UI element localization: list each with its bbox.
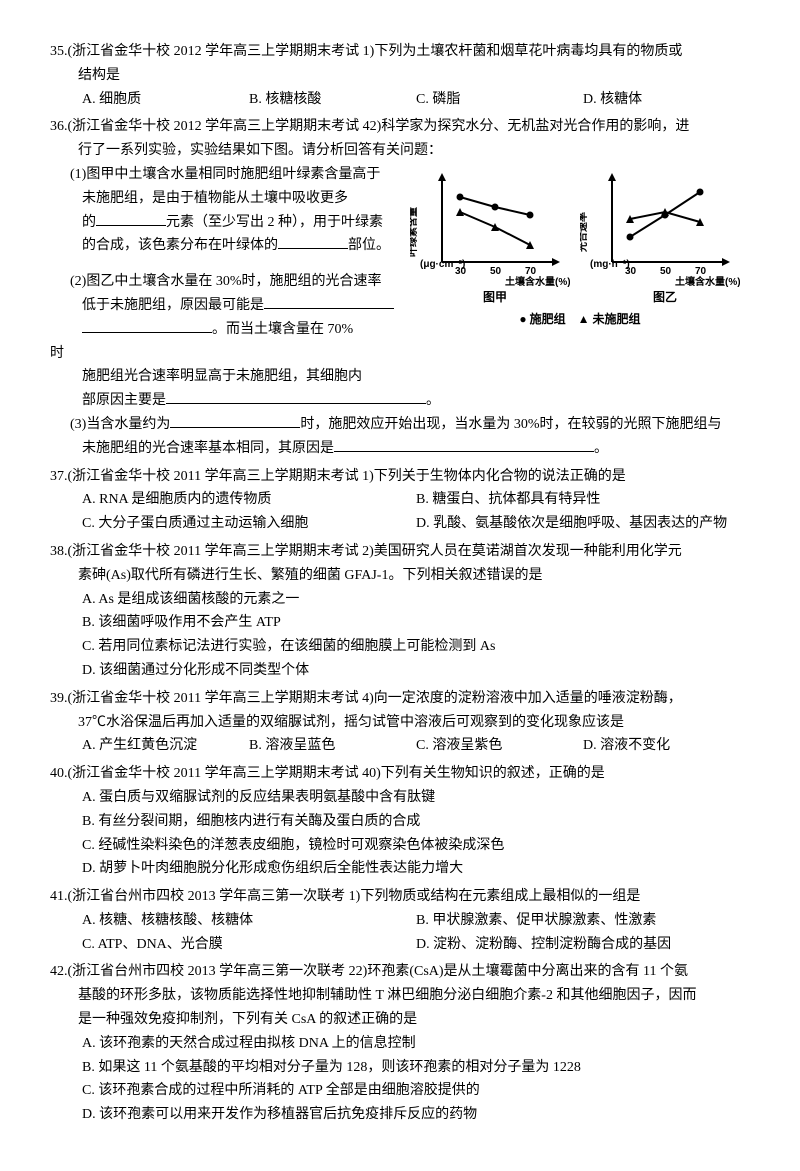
q42-opt-c: C. 该环孢素合成的过程中所消耗的 ATP 全部是由细胞溶胶提供的 (82, 1079, 750, 1103)
q35-stem: 35.(浙江省金华十校 2012 学年高三上学期期末考试 1)下列为土壤农杆菌和… (50, 40, 750, 64)
q39-options: A. 产生红黄色沉淀 B. 溶液呈蓝色 C. 溶液呈紫色 D. 溶液不变化 (50, 734, 750, 758)
q36-p2e: 部原因主要是。 (50, 389, 750, 413)
blank (82, 318, 212, 333)
question-37: 37.(浙江省金华十校 2011 学年高三上学期期末考试 1)下列关于生物体内化… (50, 465, 750, 536)
q37-opt-a: A. RNA 是细胞质内的遗传物质 (82, 488, 416, 512)
svg-text:30: 30 (625, 266, 637, 277)
q36-p3b: 未施肥组的光合速率基本相同，其原因是。 (50, 437, 750, 461)
figure-legend: ● 施肥组 ▲ 未施肥组 (410, 309, 750, 329)
blank (334, 437, 594, 452)
q38-opt-c: C. 若用同位素标记法进行实验，在该细菌的细胞膜上可能检测到 As (82, 635, 750, 659)
blank (264, 294, 394, 309)
q39-stem2: 37℃水浴保温后再加入适量的双缩脲试剂，摇匀试管中溶液后可观察到的变化现象应该是 (50, 711, 750, 735)
q38-opt-d: D. 该细菌通过分化形成不同类型个体 (82, 659, 750, 683)
chart-yi: 光合速率 (mg·h⁻¹) 30 50 70 土壤含水量(%) (580, 167, 740, 287)
question-41: 41.(浙江省台州市四校 2013 学年高三第一次联考 1)下列物质或结构在元素… (50, 885, 750, 956)
fig-yi-label: 图乙 (580, 287, 750, 307)
blank (166, 389, 426, 404)
q42-stem3: 是一种强效免疫抑制剂，下列有关 CsA 的叙述正确的是 (50, 1008, 750, 1032)
q42-options: A. 该环孢素的天然合成过程由拟核 DNA 上的信息控制 B. 如果这 11 个… (50, 1032, 750, 1127)
q39-stem: 39.(浙江省金华十校 2011 学年高三上学期期末考试 4)向一定浓度的淀粉溶… (50, 687, 750, 711)
question-40: 40.(浙江省金华十校 2011 学年高三上学期期末考试 40)下列有关生物知识… (50, 762, 750, 881)
q39-opt-d: D. 溶液不变化 (583, 734, 750, 758)
q40-stem: 40.(浙江省金华十校 2011 学年高三上学期期末考试 40)下列有关生物知识… (50, 762, 750, 786)
svg-text:50: 50 (660, 266, 672, 277)
q41-options: A. 核糖、核糖核酸、核糖体 B. 甲状腺激素、促甲状腺激素、性激素 C. AT… (50, 909, 750, 957)
svg-text:光合速率: 光合速率 (580, 212, 589, 253)
q37-stem: 37.(浙江省金华十校 2011 学年高三上学期期末考试 1)下列关于生物体内化… (50, 465, 750, 489)
q39-opt-c: C. 溶液呈紫色 (416, 734, 583, 758)
q40-opt-a: A. 蛋白质与双缩脲试剂的反应结果表明氨基酸中含有肽键 (82, 786, 750, 810)
blank (96, 211, 166, 226)
q36-p3a: (3)当含水量约为时，施肥效应开始出现，当水量为 30%时，在较弱的光照下施肥组… (50, 413, 750, 437)
q38-stem2: 素砷(As)取代所有磷进行生长、繁殖的细菌 GFAJ-1。下列相关叙述错误的是 (50, 564, 750, 588)
q41-opt-b: B. 甲状腺激素、促甲状腺激素、性激素 (416, 909, 750, 933)
svg-text:土壤含水量(%): 土壤含水量(%) (675, 275, 740, 287)
q40-options: A. 蛋白质与双缩脲试剂的反应结果表明氨基酸中含有肽键 B. 有丝分裂间期，细胞… (50, 786, 750, 881)
q35-opt-c: C. 磷脂 (416, 88, 583, 112)
q38-options: A. As 是组成该细菌核酸的元素之一 B. 该细菌呼吸作用不会产生 ATP C… (50, 588, 750, 683)
q38-opt-a: A. As 是组成该细菌核酸的元素之一 (82, 588, 750, 612)
question-35: 35.(浙江省金华十校 2012 学年高三上学期期末考试 1)下列为土壤农杆菌和… (50, 40, 750, 111)
question-36: 36.(浙江省金华十校 2012 学年高三上学期期末考试 42)科学家为探究水分… (50, 115, 750, 460)
svg-text:(mg·h⁻¹): (mg·h⁻¹) (590, 259, 630, 270)
q40-opt-d: D. 胡萝卜叶肉细胞脱分化形成愈伤组织后全能性表达能力增大 (82, 857, 750, 881)
q40-opt-b: B. 有丝分裂间期，细胞核内进行有关酶及蛋白质的合成 (82, 810, 750, 834)
q37-options: A. RNA 是细胞质内的遗传物质 B. 糖蛋白、抗体都具有特异性 C. 大分子… (50, 488, 750, 536)
q36-p2d: 施肥组光合速率明显高于未施肥组，其细胞内 (50, 365, 750, 389)
q35-opt-b: B. 核糖核酸 (249, 88, 416, 112)
q41-opt-c: C. ATP、DNA、光合膜 (82, 933, 416, 957)
svg-text:叶绿素含量: 叶绿素含量 (410, 207, 419, 257)
svg-text:70: 70 (525, 266, 537, 277)
q38-opt-b: B. 该细菌呼吸作用不会产生 ATP (82, 611, 750, 635)
q37-opt-d: D. 乳酸、氨基酸依次是细胞呼吸、基因表达的产物 (416, 512, 750, 536)
svg-text:土壤含水量(%): 土壤含水量(%) (505, 275, 570, 287)
q35-opt-d: D. 核糖体 (583, 88, 750, 112)
q42-opt-a: A. 该环孢素的天然合成过程由拟核 DNA 上的信息控制 (82, 1032, 750, 1056)
q35-stem2: 结构是 (50, 64, 750, 88)
svg-text:30: 30 (455, 266, 467, 277)
svg-text:50: 50 (490, 266, 502, 277)
q37-opt-b: B. 糖蛋白、抗体都具有特异性 (416, 488, 750, 512)
q36-stem: 36.(浙江省金华十校 2012 学年高三上学期期末考试 42)科学家为探究水分… (50, 115, 750, 139)
q42-stem: 42.(浙江省台州市四校 2013 学年高三第一次联考 22)环孢素(CsA)是… (50, 960, 750, 984)
q37-opt-c: C. 大分子蛋白质通过主动运输入细胞 (82, 512, 416, 536)
q41-stem: 41.(浙江省台州市四校 2013 学年高三第一次联考 1)下列物质或结构在元素… (50, 885, 750, 909)
q40-opt-c: C. 经碱性染料染色的洋葱表皮细胞，镜检时可观察染色体被染成深色 (82, 834, 750, 858)
chart-jia: 叶绿素含量 (μg·cm⁻²) 30 50 70 土壤含水量(%) (410, 167, 570, 287)
q42-opt-b: B. 如果这 11 个氨基酸的平均相对分子量为 128，则该环孢素的相对分子量为… (82, 1056, 750, 1080)
q38-stem: 38.(浙江省金华十校 2011 学年高三上学期期末考试 2)美国研究人员在莫诺… (50, 540, 750, 564)
q35-options: A. 细胞质 B. 核糖核酸 C. 磷脂 D. 核糖体 (50, 88, 750, 112)
q39-opt-b: B. 溶液呈蓝色 (249, 734, 416, 758)
q36-figure: 叶绿素含量 (μg·cm⁻²) 30 50 70 土壤含水量(%) (410, 167, 750, 330)
q35-opt-a: A. 细胞质 (82, 88, 249, 112)
q41-opt-d: D. 淀粉、淀粉酶、控制淀粉酶合成的基因 (416, 933, 750, 957)
blank (278, 234, 348, 249)
question-42: 42.(浙江省台州市四校 2013 学年高三第一次联考 22)环孢素(CsA)是… (50, 960, 750, 1127)
q42-opt-d: D. 该环孢素可以用来开发作为移植器官后抗免疫排斥反应的药物 (82, 1103, 750, 1127)
question-39: 39.(浙江省金华十校 2011 学年高三上学期期末考试 4)向一定浓度的淀粉溶… (50, 687, 750, 758)
fig-jia-label: 图甲 (410, 287, 580, 307)
q36-stem2: 行了一系列实验，实验结果如下图。请分析回答有关问题： (50, 139, 750, 163)
q39-opt-a: A. 产生红黄色沉淀 (82, 734, 249, 758)
svg-text:70: 70 (695, 266, 707, 277)
q41-opt-a: A. 核糖、核糖核酸、核糖体 (82, 909, 416, 933)
q42-stem2: 基酸的环形多肽，该物质能选择性地抑制辅助性 T 淋巴细胞分泌白细胞介素-2 和其… (50, 984, 750, 1008)
question-38: 38.(浙江省金华十校 2011 学年高三上学期期末考试 2)美国研究人员在莫诺… (50, 540, 750, 683)
q36-p2c-tail: 时 (50, 342, 750, 366)
blank (170, 413, 300, 428)
